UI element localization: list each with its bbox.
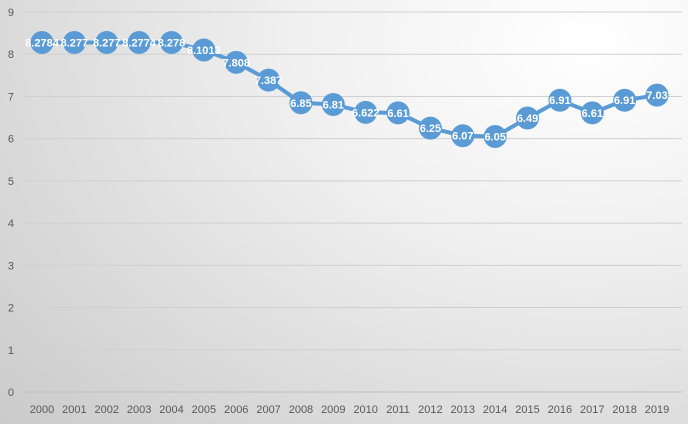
x-tick-label: 2018 (612, 404, 636, 416)
data-label: 8.278 (158, 37, 186, 49)
data-point (451, 124, 475, 148)
x-tick-label: 2001 (62, 404, 86, 416)
x-tick-label: 2011 (386, 404, 410, 416)
x-tick-label: 2016 (548, 404, 572, 416)
data-point (62, 31, 86, 55)
data-label: 6.05 (484, 132, 505, 144)
data-label: 8.1013 (187, 45, 221, 57)
data-point (516, 106, 540, 130)
x-tick-label: 2007 (256, 404, 280, 416)
data-point (30, 30, 54, 54)
data-label: 6.25 (420, 123, 441, 135)
y-tick-label: 3 (8, 260, 14, 272)
data-point (354, 100, 378, 124)
x-tick-label: 2004 (159, 404, 183, 416)
y-tick-label: 6 (8, 134, 14, 146)
y-tick-label: 0 (8, 387, 14, 399)
data-point (127, 31, 151, 55)
data-label: 6.49 (517, 113, 538, 125)
data-label: 6.622 (352, 107, 380, 119)
data-label: 8.2784 (25, 37, 60, 49)
y-tick-label: 1 (8, 345, 14, 357)
data-label: 7.808 (222, 57, 250, 69)
data-point (418, 116, 442, 140)
x-tick-label: 2009 (321, 404, 345, 416)
data-point (224, 50, 248, 74)
data-label: 8.277 (61, 38, 89, 50)
x-tick-label: 2015 (515, 404, 539, 416)
series-line (41, 40, 658, 139)
data-point (613, 88, 637, 112)
data-point (192, 38, 216, 62)
data-label: 8.277 (93, 38, 121, 50)
x-tick-label: 2002 (94, 404, 118, 416)
x-tick-label: 2017 (580, 404, 604, 416)
data-label: 6.91 (614, 95, 635, 107)
data-label: 6.81 (323, 99, 344, 111)
x-tick-label: 2006 (224, 404, 248, 416)
data-point (483, 125, 507, 149)
data-label: 7.387 (255, 75, 283, 87)
data-label: 6.61 (582, 108, 603, 120)
data-label: 6.91 (549, 95, 570, 107)
data-label: 7.03 (646, 90, 667, 102)
y-tick-label: 5 (8, 176, 14, 188)
x-tick-label: 2003 (127, 404, 151, 416)
x-tick-label: 2010 (353, 404, 377, 416)
data-point (159, 30, 183, 54)
data-label: 6.85 (290, 98, 311, 110)
data-point (386, 101, 410, 125)
y-tick-label: 8 (8, 49, 14, 61)
data-label: 6.07 (452, 131, 473, 143)
x-tick-label: 2014 (483, 404, 507, 416)
data-label: 6.61 (387, 108, 408, 120)
y-tick-label: 2 (8, 303, 14, 315)
y-tick-label: 4 (8, 218, 14, 230)
x-tick-label: 2005 (192, 404, 216, 416)
y-tick-label: 7 (8, 91, 14, 103)
x-tick-label: 2000 (30, 404, 54, 416)
x-tick-label: 2008 (289, 404, 313, 416)
x-tick-label: 2013 (451, 404, 475, 416)
data-point (548, 88, 572, 112)
x-tick-label: 2019 (645, 404, 669, 416)
data-point (257, 68, 281, 92)
data-point (580, 101, 604, 125)
data-label: 8.2774 (122, 38, 157, 50)
data-point (95, 31, 119, 55)
y-tick-label: 9 (8, 7, 14, 19)
x-tick-label: 2012 (418, 404, 442, 416)
data-point (289, 91, 313, 115)
data-point (321, 92, 345, 116)
data-point (645, 83, 669, 107)
